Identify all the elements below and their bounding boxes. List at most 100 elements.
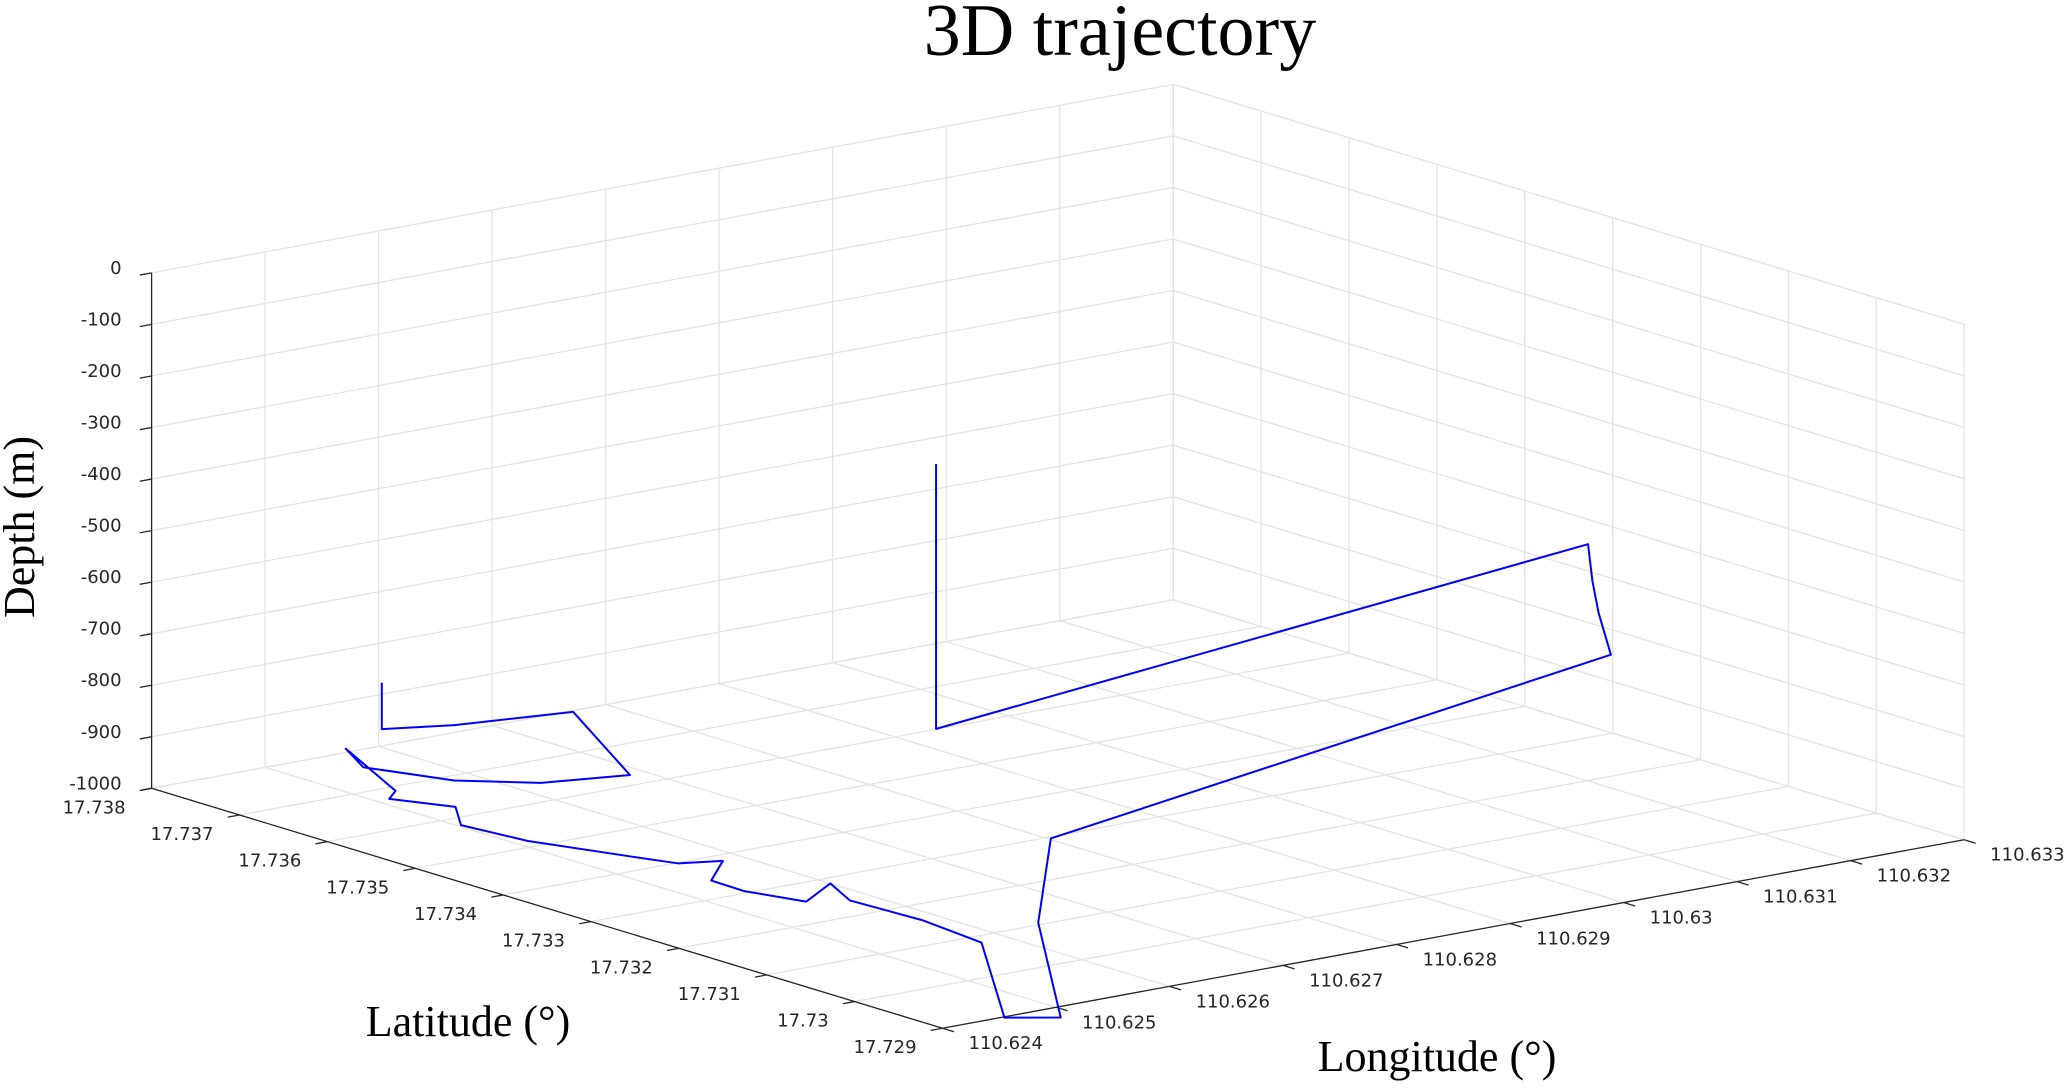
grid-line — [1059, 620, 1851, 862]
x-tick-label: 110.632 — [1877, 866, 1951, 887]
y-tick-label: 17.733 — [502, 931, 565, 952]
x-axis-line — [942, 839, 1965, 1029]
grid-line — [678, 759, 1701, 949]
grid-line — [327, 652, 1350, 843]
grid-line — [378, 745, 1170, 987]
y-tick-label: 17.729 — [854, 1037, 917, 1058]
z-tick — [139, 272, 152, 276]
grid-line — [1173, 341, 1965, 583]
y-tick-label: 17.737 — [150, 824, 213, 845]
x-tick — [1736, 880, 1749, 886]
x-tick-label: 110.628 — [1423, 949, 1497, 970]
y-tick — [579, 920, 592, 925]
y-axis-line — [151, 787, 943, 1029]
grid-line — [151, 186, 1174, 377]
x-tick — [942, 1027, 955, 1033]
y-tick-label: 17.73 — [777, 1011, 829, 1032]
z-tick — [139, 633, 152, 637]
grid-line — [1173, 135, 1965, 377]
y-tick — [403, 867, 416, 872]
z-tick-label: -300 — [81, 413, 122, 434]
z-tick-label: -100 — [81, 309, 122, 330]
grid-line — [151, 496, 1174, 686]
y-tick — [491, 894, 504, 898]
x-tick — [1282, 964, 1295, 970]
z-tick-label: 0 — [110, 258, 121, 279]
y-tick-label: 17.732 — [590, 957, 653, 978]
grid-line — [718, 682, 1511, 925]
grid-line — [151, 135, 1174, 326]
x-tick — [1623, 901, 1636, 907]
y-tick-label: 17.738 — [63, 797, 126, 818]
z-tick-label: -600 — [81, 567, 122, 588]
grid-line — [1173, 599, 1965, 841]
grid-line — [151, 83, 1174, 274]
y-tick — [930, 1027, 943, 1032]
z-tick — [139, 426, 152, 431]
z-tick — [139, 375, 152, 379]
y-tick — [666, 947, 680, 952]
z-tick — [139, 478, 152, 482]
y-axis-title: Latitude (°) — [366, 997, 571, 1046]
z-tick-label: -700 — [81, 619, 122, 640]
grid-line — [590, 732, 1613, 923]
grid-line — [151, 289, 1174, 480]
x-tick — [1509, 922, 1522, 928]
z-tick-label: -900 — [81, 722, 122, 743]
y-tick — [754, 974, 767, 978]
y-tick-label: 17.735 — [326, 877, 389, 898]
x-tick-label: 110.625 — [1082, 1012, 1156, 1033]
x-tick-label: 110.633 — [1990, 845, 2064, 866]
trajectory-line — [344, 463, 1612, 1019]
z-tick-label: -800 — [81, 670, 122, 691]
y-tick-label: 17.736 — [238, 851, 301, 872]
z-tick-label: -400 — [81, 464, 122, 485]
grid-line — [766, 785, 1789, 976]
y-tick — [139, 787, 152, 792]
x-tick — [1169, 985, 1182, 991]
z-axis-title: Depth (m) — [0, 436, 44, 618]
grid-line — [1173, 444, 1965, 686]
grid-line — [1173, 289, 1965, 532]
x-tick — [1396, 943, 1409, 949]
z-tick — [139, 529, 152, 534]
grid-line — [1173, 393, 1965, 635]
grid-line — [1173, 238, 1965, 480]
grid-line — [832, 662, 1624, 904]
grid-line — [264, 766, 1057, 1008]
plot-layer — [344, 463, 1612, 1019]
grid-line — [239, 625, 1262, 816]
grid-line — [1173, 496, 1965, 738]
x-tick-label: 110.63 — [1650, 908, 1713, 929]
x-tick-label: 110.624 — [969, 1033, 1043, 1054]
grid-line — [151, 238, 1174, 429]
chart-title: 3D trajectory — [924, 0, 1316, 72]
x-tick — [1963, 839, 1976, 844]
z-tick — [139, 581, 152, 585]
z-tick-label: -200 — [81, 361, 122, 382]
grid-layer — [150, 83, 1965, 1029]
grid-line — [151, 341, 1174, 532]
grid-line — [151, 392, 1174, 583]
grid-line — [605, 703, 1397, 946]
grid-line — [415, 679, 1437, 869]
x-tick-label: 110.627 — [1309, 970, 1383, 991]
z-tick — [139, 736, 152, 740]
x-tick-label: 110.631 — [1763, 887, 1837, 908]
grid-line — [491, 724, 1284, 967]
x-tick — [1850, 860, 1863, 865]
y-tick — [315, 840, 328, 845]
axes-layer: -1000-900-800-700-600-500-400-300-200-10… — [63, 258, 2065, 1058]
z-tick-label: -500 — [81, 516, 122, 537]
x-tick-label: 110.626 — [1196, 991, 1270, 1012]
y-tick — [227, 814, 240, 818]
grid-line — [151, 599, 1174, 789]
z-tick — [139, 684, 152, 689]
grid-line — [1173, 186, 1965, 428]
grid-line — [1173, 83, 1965, 325]
grid-line — [151, 547, 1174, 738]
z-tick-label: -1000 — [69, 773, 121, 794]
x-tick-label: 110.629 — [1536, 929, 1610, 950]
y-tick — [842, 1000, 855, 1005]
y-tick-label: 17.734 — [414, 904, 477, 925]
